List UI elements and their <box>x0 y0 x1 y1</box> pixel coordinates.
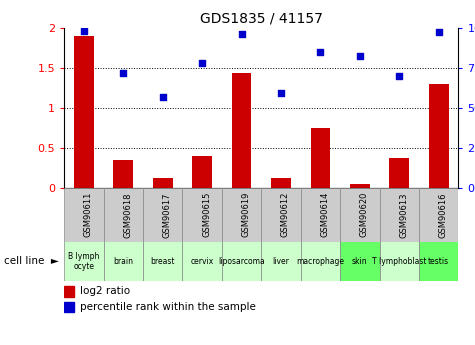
Text: macrophage: macrophage <box>296 257 344 266</box>
Bar <box>340 188 380 241</box>
Text: GSM90618: GSM90618 <box>124 192 132 237</box>
Point <box>396 73 403 78</box>
Point <box>277 91 285 96</box>
Bar <box>64 241 104 281</box>
Text: GSM90620: GSM90620 <box>360 192 369 237</box>
Point <box>238 31 246 37</box>
Bar <box>182 188 222 241</box>
Text: GSM90616: GSM90616 <box>439 192 447 237</box>
Text: brain: brain <box>113 257 133 266</box>
Bar <box>64 302 74 313</box>
Text: skin: skin <box>352 257 368 266</box>
Bar <box>114 160 133 188</box>
Bar <box>232 73 251 188</box>
Text: GSM90612: GSM90612 <box>281 192 290 237</box>
Bar <box>429 84 448 188</box>
Text: GSM90615: GSM90615 <box>202 192 211 237</box>
Bar <box>261 188 301 241</box>
Text: GSM90619: GSM90619 <box>242 192 250 237</box>
Bar <box>261 241 301 281</box>
Point <box>80 28 88 33</box>
Text: breast: breast <box>151 257 175 266</box>
Point <box>199 60 206 66</box>
Text: GSM90613: GSM90613 <box>399 192 408 237</box>
Bar <box>419 241 458 281</box>
Bar <box>143 188 182 241</box>
Bar <box>104 241 143 281</box>
Bar <box>380 241 419 281</box>
Text: GSM90611: GSM90611 <box>84 192 93 237</box>
Bar <box>64 188 104 241</box>
Point <box>435 30 443 35</box>
Bar <box>104 188 143 241</box>
Bar <box>350 184 370 188</box>
Bar <box>222 188 261 241</box>
Bar <box>153 178 172 188</box>
Bar <box>271 178 291 188</box>
Bar <box>64 286 74 297</box>
Bar <box>182 241 222 281</box>
Text: cell line  ►: cell line ► <box>4 256 59 266</box>
Bar <box>143 241 182 281</box>
Text: B lymph
ocyte: B lymph ocyte <box>68 252 100 271</box>
Bar <box>419 188 458 241</box>
Text: liver: liver <box>273 257 289 266</box>
Text: testis: testis <box>428 257 449 266</box>
Bar <box>380 188 419 241</box>
Text: cervix: cervix <box>190 257 214 266</box>
Point <box>356 54 364 59</box>
Bar <box>222 241 261 281</box>
Bar <box>311 128 330 188</box>
Bar <box>301 241 340 281</box>
Bar <box>74 36 94 188</box>
Point <box>159 94 166 99</box>
Bar <box>301 188 340 241</box>
Point <box>120 70 127 75</box>
Text: GSM90617: GSM90617 <box>162 192 171 237</box>
Point <box>317 49 324 55</box>
Bar <box>192 156 212 188</box>
Text: percentile rank within the sample: percentile rank within the sample <box>80 302 256 312</box>
Text: log2 ratio: log2 ratio <box>80 286 130 296</box>
Bar <box>390 158 409 188</box>
Text: GSM90614: GSM90614 <box>321 192 329 237</box>
Title: GDS1835 / 41157: GDS1835 / 41157 <box>200 11 323 25</box>
Text: T lymphoblast: T lymphoblast <box>372 257 427 266</box>
Bar <box>340 241 380 281</box>
Text: liposarcoma: liposarcoma <box>218 257 265 266</box>
